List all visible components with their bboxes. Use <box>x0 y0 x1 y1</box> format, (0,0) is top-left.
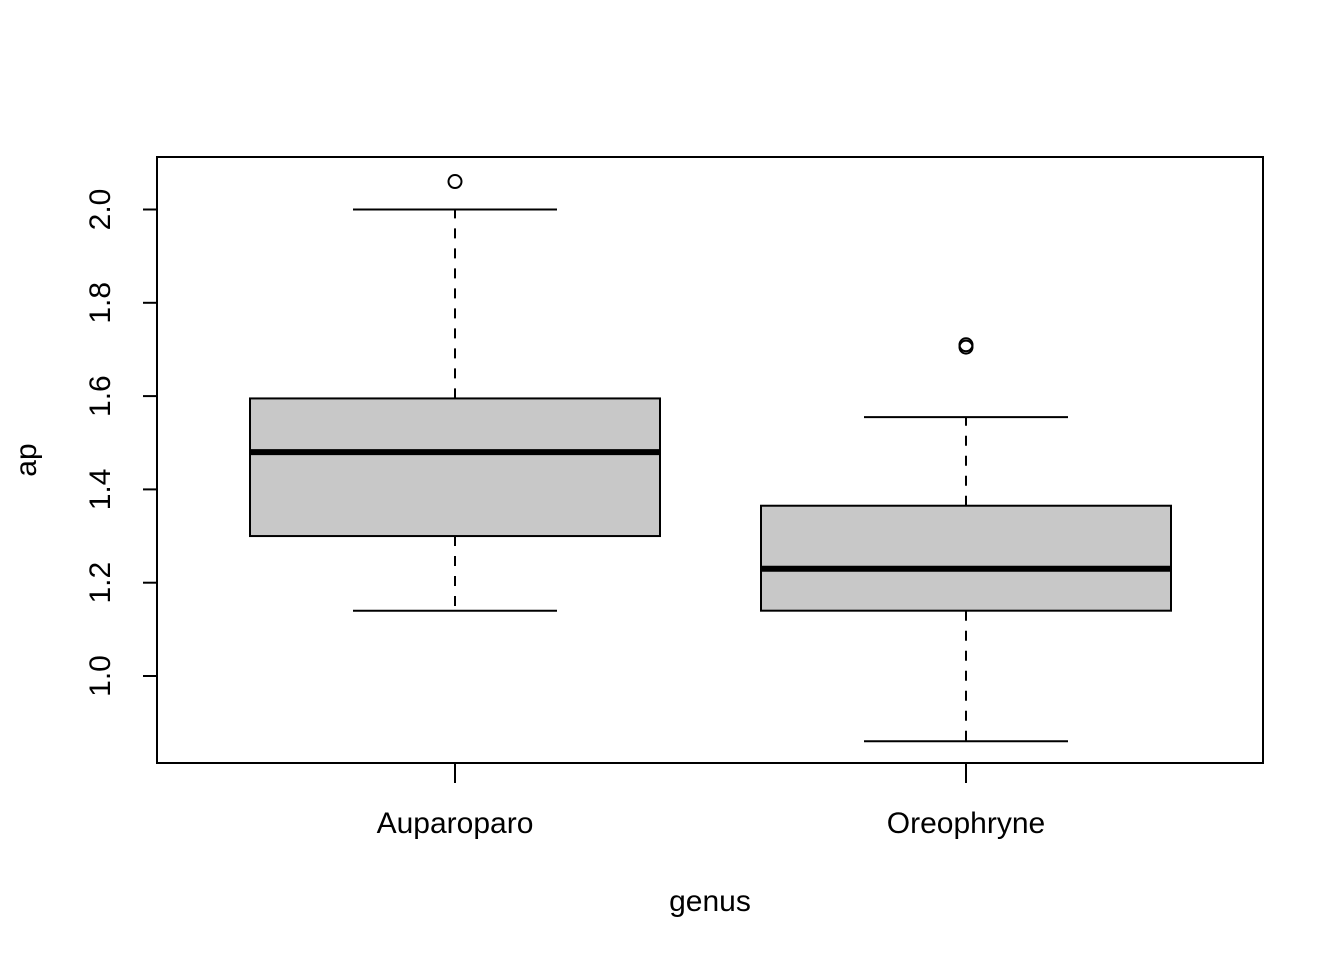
y-axis-label: ap <box>10 443 43 476</box>
box-group <box>249 174 661 612</box>
outlier-point <box>447 174 463 190</box>
x-axis: Auparoparo Oreophryne <box>377 763 1045 840</box>
boxes <box>249 174 1172 743</box>
box-group <box>760 337 1172 743</box>
iqr-box <box>760 504 1172 612</box>
outlier-point <box>958 337 974 353</box>
x-axis-label: genus <box>669 885 751 918</box>
x-tick-label: Auparoparo <box>377 807 534 840</box>
y-tick-label: 2.0 <box>84 189 117 231</box>
y-axis: 1.0 1.2 1.4 1.6 1.8 2.0 <box>84 189 158 697</box>
y-tick-label: 1.8 <box>84 282 117 324</box>
iqr-box <box>249 397 661 538</box>
y-tick-label: 1.6 <box>84 375 117 417</box>
x-tick-label: Oreophryne <box>887 807 1045 840</box>
y-tick-label: 1.2 <box>84 562 117 604</box>
y-tick-label: 1.4 <box>84 469 117 511</box>
y-tick-label: 1.0 <box>84 655 117 697</box>
